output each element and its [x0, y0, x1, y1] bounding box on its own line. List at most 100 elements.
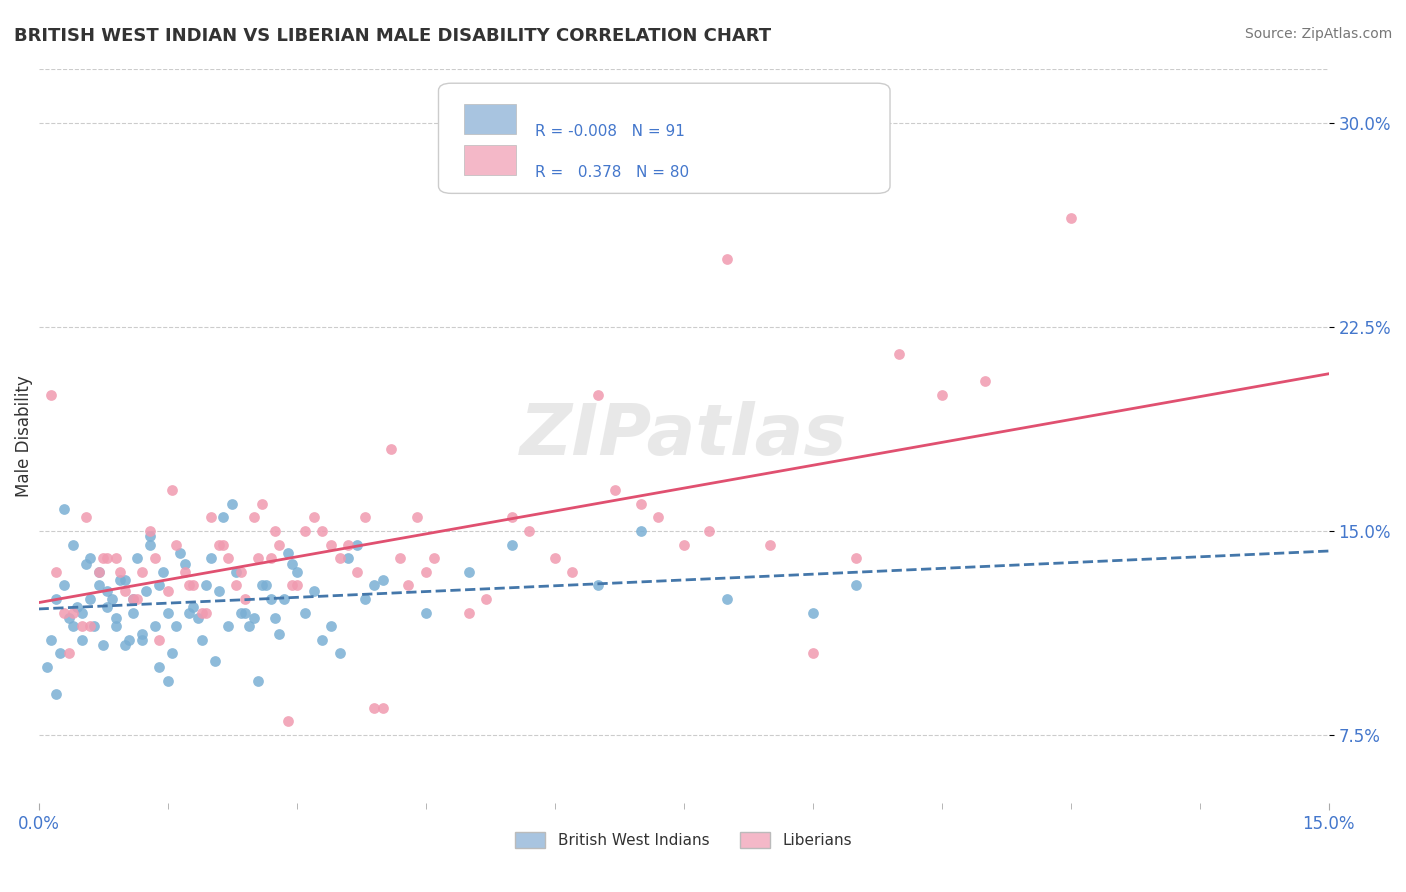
Point [87, 578, 110, 592]
Point [122, 606, 145, 620]
Point [87, 565, 110, 579]
Point [127, 551, 149, 566]
Point [91, 551, 114, 566]
Point [699, 524, 721, 538]
Point [475, 591, 498, 606]
Point [212, 510, 235, 524]
Point [273, 591, 295, 606]
Text: BRITISH WEST INDIAN VS LIBERIAN MALE DISABILITY CORRELATION CHART: BRITISH WEST INDIAN VS LIBERIAN MALE DIS… [14, 27, 770, 45]
Point [122, 591, 145, 606]
Point [716, 591, 738, 606]
Point [165, 619, 187, 633]
Point [250, 578, 273, 592]
Point [70, 606, 93, 620]
Point [131, 627, 153, 641]
Point [319, 537, 342, 551]
Point [41, 632, 63, 647]
Point [281, 557, 304, 571]
Point [156, 606, 179, 620]
Text: ZIPatlas: ZIPatlas [520, 401, 848, 470]
Point [246, 551, 269, 566]
Point [388, 551, 411, 566]
Point [66, 600, 89, 615]
Point [131, 632, 153, 647]
Point [311, 632, 333, 647]
Point [195, 606, 218, 620]
Point [96, 583, 118, 598]
Point [160, 483, 183, 497]
Point [75, 557, 97, 571]
Point [75, 510, 97, 524]
Point [139, 537, 162, 551]
Point [346, 565, 368, 579]
Point [647, 510, 669, 524]
Point [139, 524, 162, 538]
FancyBboxPatch shape [439, 83, 890, 194]
Point [49, 646, 72, 660]
Point [630, 524, 652, 538]
Point [354, 510, 377, 524]
FancyBboxPatch shape [464, 145, 516, 175]
Point [319, 619, 342, 633]
Point [58, 611, 80, 625]
Point [191, 606, 214, 620]
Point [45, 687, 67, 701]
Point [277, 546, 299, 560]
Point [543, 551, 565, 566]
Point [135, 583, 157, 598]
Point [148, 660, 170, 674]
Point [285, 578, 308, 592]
Point [104, 611, 127, 625]
Point [294, 606, 316, 620]
Point [269, 537, 291, 551]
Text: R =   0.378   N = 80: R = 0.378 N = 80 [536, 165, 689, 180]
Point [630, 497, 652, 511]
Point [156, 673, 179, 688]
Point [457, 606, 479, 620]
Point [195, 578, 218, 592]
Point [114, 583, 136, 598]
Point [501, 510, 523, 524]
Point [173, 565, 195, 579]
Point [277, 714, 299, 729]
Point [371, 700, 394, 714]
Point [160, 646, 183, 660]
Point [148, 632, 170, 647]
Point [41, 388, 63, 402]
Point [242, 611, 264, 625]
Point [716, 252, 738, 266]
Point [53, 606, 76, 620]
Point [225, 565, 247, 579]
Point [281, 578, 304, 592]
Point [118, 632, 141, 647]
Point [152, 565, 174, 579]
Point [329, 551, 352, 566]
Point [758, 537, 780, 551]
Point [363, 578, 385, 592]
Point [208, 537, 231, 551]
Point [83, 619, 105, 633]
Point [233, 606, 256, 620]
Point [70, 619, 93, 633]
Point [302, 510, 325, 524]
Point [415, 565, 437, 579]
Point [104, 619, 127, 633]
Point [845, 551, 868, 566]
Point [177, 578, 200, 592]
Point [285, 565, 308, 579]
Point [801, 606, 824, 620]
Point [302, 583, 325, 598]
Point [380, 442, 402, 457]
Point [337, 537, 360, 551]
Point [53, 502, 76, 516]
Point [346, 537, 368, 551]
Point [406, 510, 429, 524]
Point [131, 565, 153, 579]
Point [143, 551, 166, 566]
Point [183, 600, 205, 615]
Point [122, 591, 145, 606]
Legend: British West Indians, Liberians: British West Indians, Liberians [509, 826, 859, 854]
Point [256, 578, 278, 592]
Point [260, 551, 283, 566]
Point [62, 606, 84, 620]
